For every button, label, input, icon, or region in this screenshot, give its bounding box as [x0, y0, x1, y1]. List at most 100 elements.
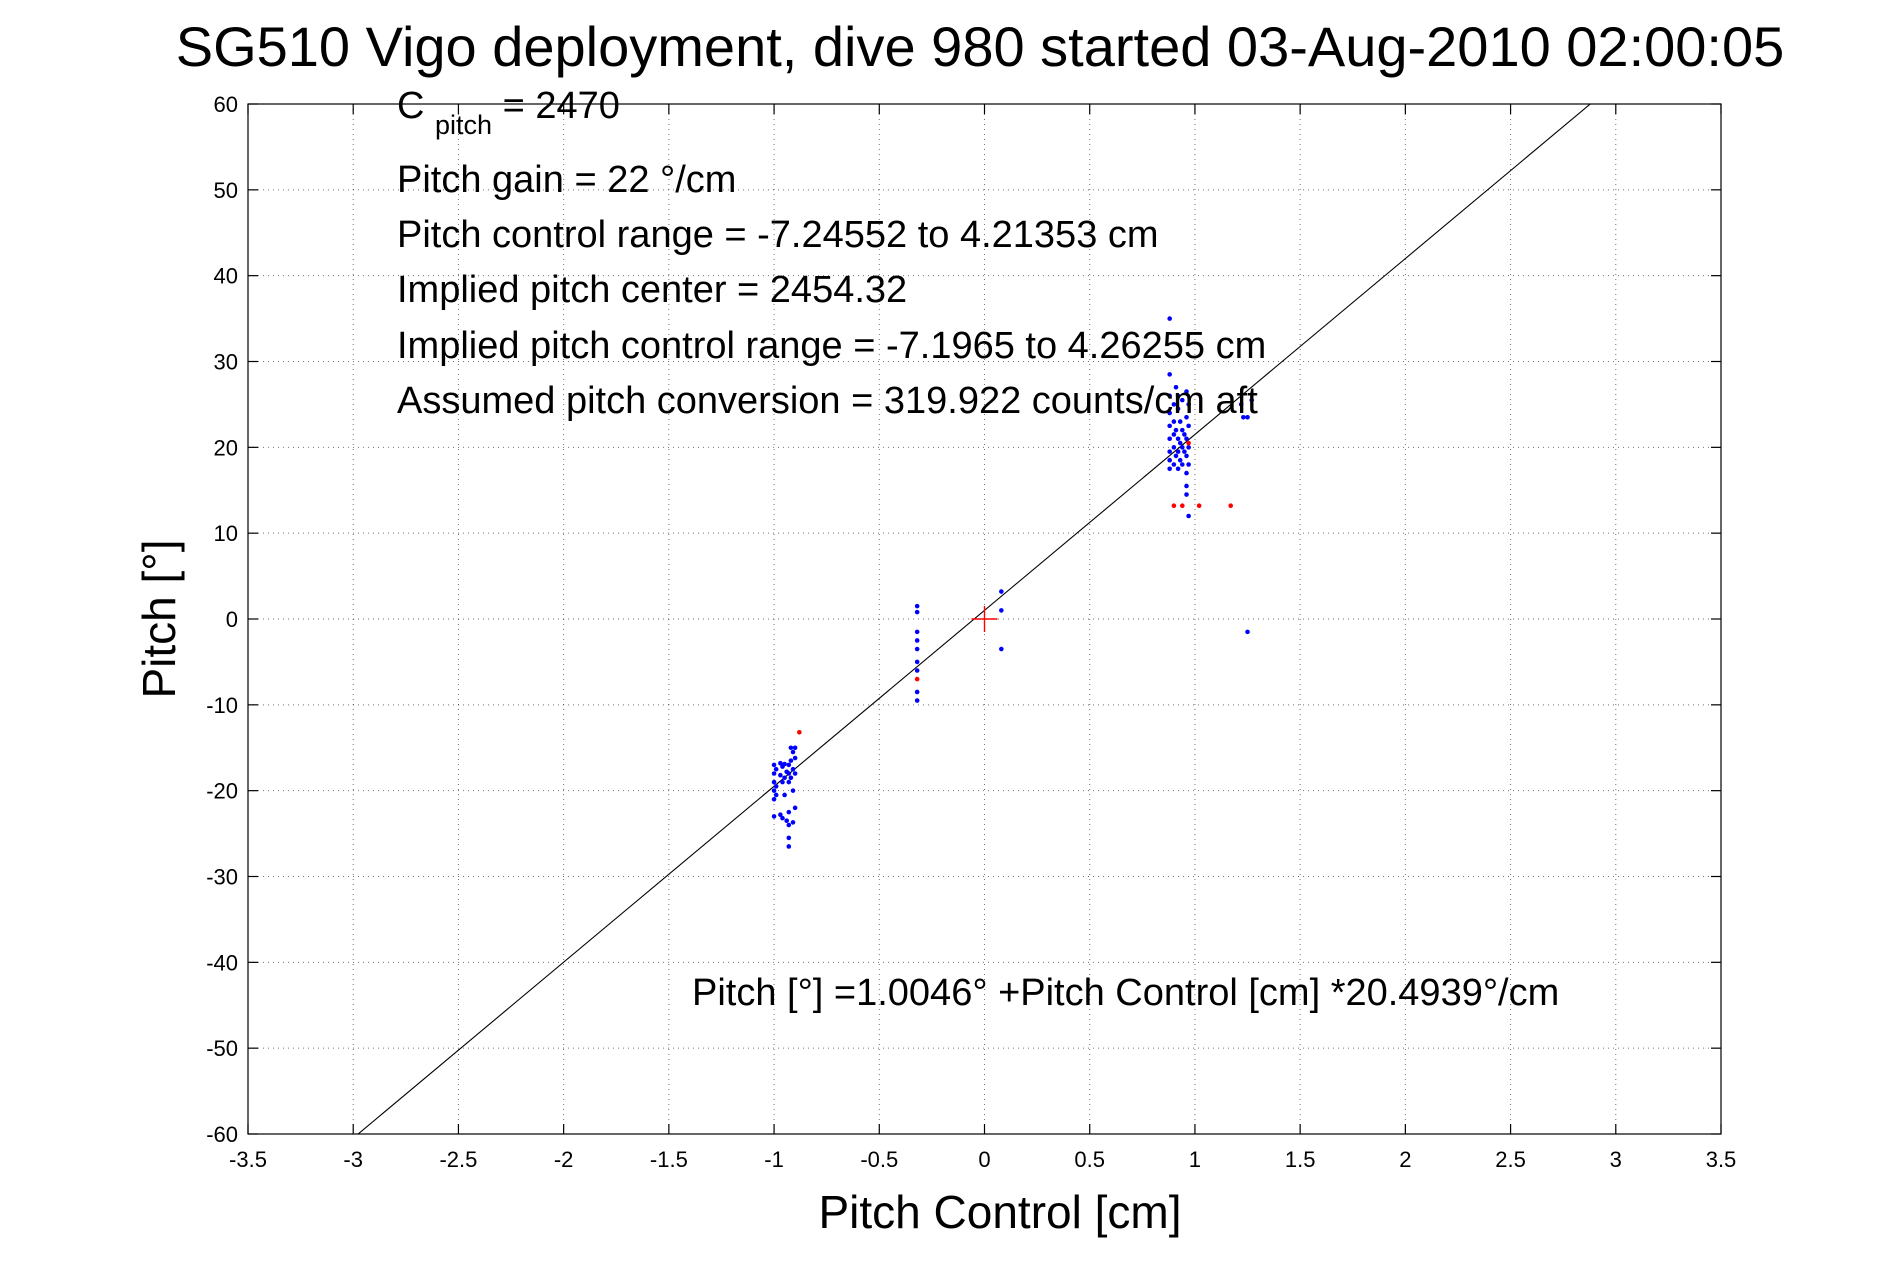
x-tick-label: -3	[343, 1147, 363, 1172]
x-tick-label: 3	[1610, 1147, 1622, 1172]
data-point	[1167, 393, 1172, 399]
data-point	[788, 745, 794, 751]
data-point	[786, 835, 792, 841]
data-point	[1241, 414, 1246, 420]
data-point	[792, 755, 798, 761]
x-tick-label: -0.5	[860, 1147, 898, 1172]
x-tick-label: -2.5	[439, 1147, 477, 1172]
x-axis-label: Pitch Control [cm]	[819, 1186, 1182, 1238]
data-point	[778, 760, 783, 766]
data-point	[1171, 445, 1177, 450]
fit-equation: Pitch [°] =1.0046° +Pitch Control [cm] *…	[692, 972, 1559, 1014]
data-point	[1167, 436, 1172, 442]
data-point	[1184, 389, 1189, 394]
data-point	[1173, 384, 1179, 390]
data-point	[1175, 449, 1181, 454]
data-point	[778, 772, 783, 778]
data-point	[1182, 449, 1187, 454]
data-point	[788, 775, 794, 781]
annotation-c-pitch: C pitch = 2470	[397, 85, 620, 143]
data-point	[786, 822, 792, 828]
y-tick-label: 50	[214, 178, 238, 203]
data-point	[1175, 393, 1181, 399]
y-tick-label: 0	[226, 607, 238, 632]
data-point	[786, 844, 792, 849]
data-point	[773, 792, 779, 798]
data-point	[1228, 503, 1234, 509]
data-point	[1186, 445, 1191, 450]
data-point	[1186, 440, 1191, 446]
data-point	[786, 809, 792, 815]
data-points	[771, 316, 1255, 849]
data-point	[780, 815, 785, 821]
data-point	[782, 792, 787, 798]
x-tick-label: 1	[1189, 1147, 1201, 1172]
data-point	[1184, 436, 1189, 442]
y-tick-label: -60	[206, 1122, 238, 1147]
data-point	[1238, 402, 1244, 407]
annotation-c-subscript: pitch	[435, 110, 492, 140]
data-point	[1180, 445, 1185, 450]
data-point	[1167, 466, 1172, 472]
data-point	[1167, 410, 1172, 416]
y-tick-label: -40	[206, 950, 238, 975]
data-point	[1175, 436, 1181, 442]
data-point	[1249, 397, 1255, 403]
data-point	[1167, 316, 1172, 321]
data-point	[1184, 414, 1189, 420]
y-tick-label: -20	[206, 779, 238, 804]
data-point	[1245, 414, 1250, 420]
x-tick-label: -3.5	[229, 1147, 267, 1172]
axis-ticks	[247, 103, 1722, 1135]
data-point	[999, 646, 1004, 652]
data-point	[1184, 453, 1189, 459]
data-point	[1196, 503, 1202, 509]
data-point	[1180, 427, 1185, 433]
data-point	[1167, 372, 1172, 377]
data-point	[782, 775, 787, 781]
data-point	[1171, 402, 1177, 407]
data-point	[771, 796, 777, 802]
data-point	[1171, 432, 1177, 437]
data-point	[1184, 470, 1189, 476]
data-point	[914, 638, 920, 643]
data-point	[914, 676, 920, 682]
x-tick-label: 3.5	[1706, 1147, 1737, 1172]
data-point	[792, 771, 798, 776]
data-point	[1175, 406, 1181, 412]
data-point	[773, 784, 779, 789]
annotation-c-main: C	[397, 85, 424, 127]
data-point	[1182, 432, 1187, 437]
center-marker	[971, 606, 998, 632]
data-point	[780, 779, 785, 785]
x-tick-labels: -3.5 -3 -2.5 -2 -1.5 -1 -0.5 0 0.5 1 1.5 2 2.5 3 3.5	[229, 1147, 1736, 1172]
data-point	[914, 609, 920, 615]
data-point	[1186, 402, 1191, 407]
data-point	[773, 766, 779, 772]
data-point	[792, 805, 798, 811]
data-point	[1177, 457, 1183, 463]
data-point	[1171, 503, 1177, 509]
y-tick-label: 40	[214, 264, 238, 289]
data-point	[914, 603, 920, 609]
x-tick-label: -1.5	[650, 1147, 688, 1172]
data-point	[1184, 483, 1189, 489]
data-point	[1173, 453, 1179, 459]
y-tick-label: 10	[214, 521, 238, 546]
data-point	[999, 608, 1004, 613]
data-point	[786, 779, 792, 785]
data-point	[790, 766, 796, 772]
annotation-c-value: = 2470	[503, 85, 620, 127]
data-point	[786, 771, 792, 776]
data-point	[1171, 462, 1177, 467]
x-tick-label: 2.5	[1495, 1147, 1526, 1172]
chart-title: SG510 Vigo deployment, dive 980 started …	[176, 15, 1785, 78]
y-tick-label: -30	[206, 865, 238, 890]
data-point	[790, 788, 796, 793]
y-tick-label: 30	[214, 350, 238, 375]
data-point	[1173, 427, 1179, 433]
data-point	[771, 814, 777, 819]
data-point	[1167, 449, 1172, 454]
annotation-line: Assumed pitch conversion = 319.922 count…	[397, 380, 1258, 422]
